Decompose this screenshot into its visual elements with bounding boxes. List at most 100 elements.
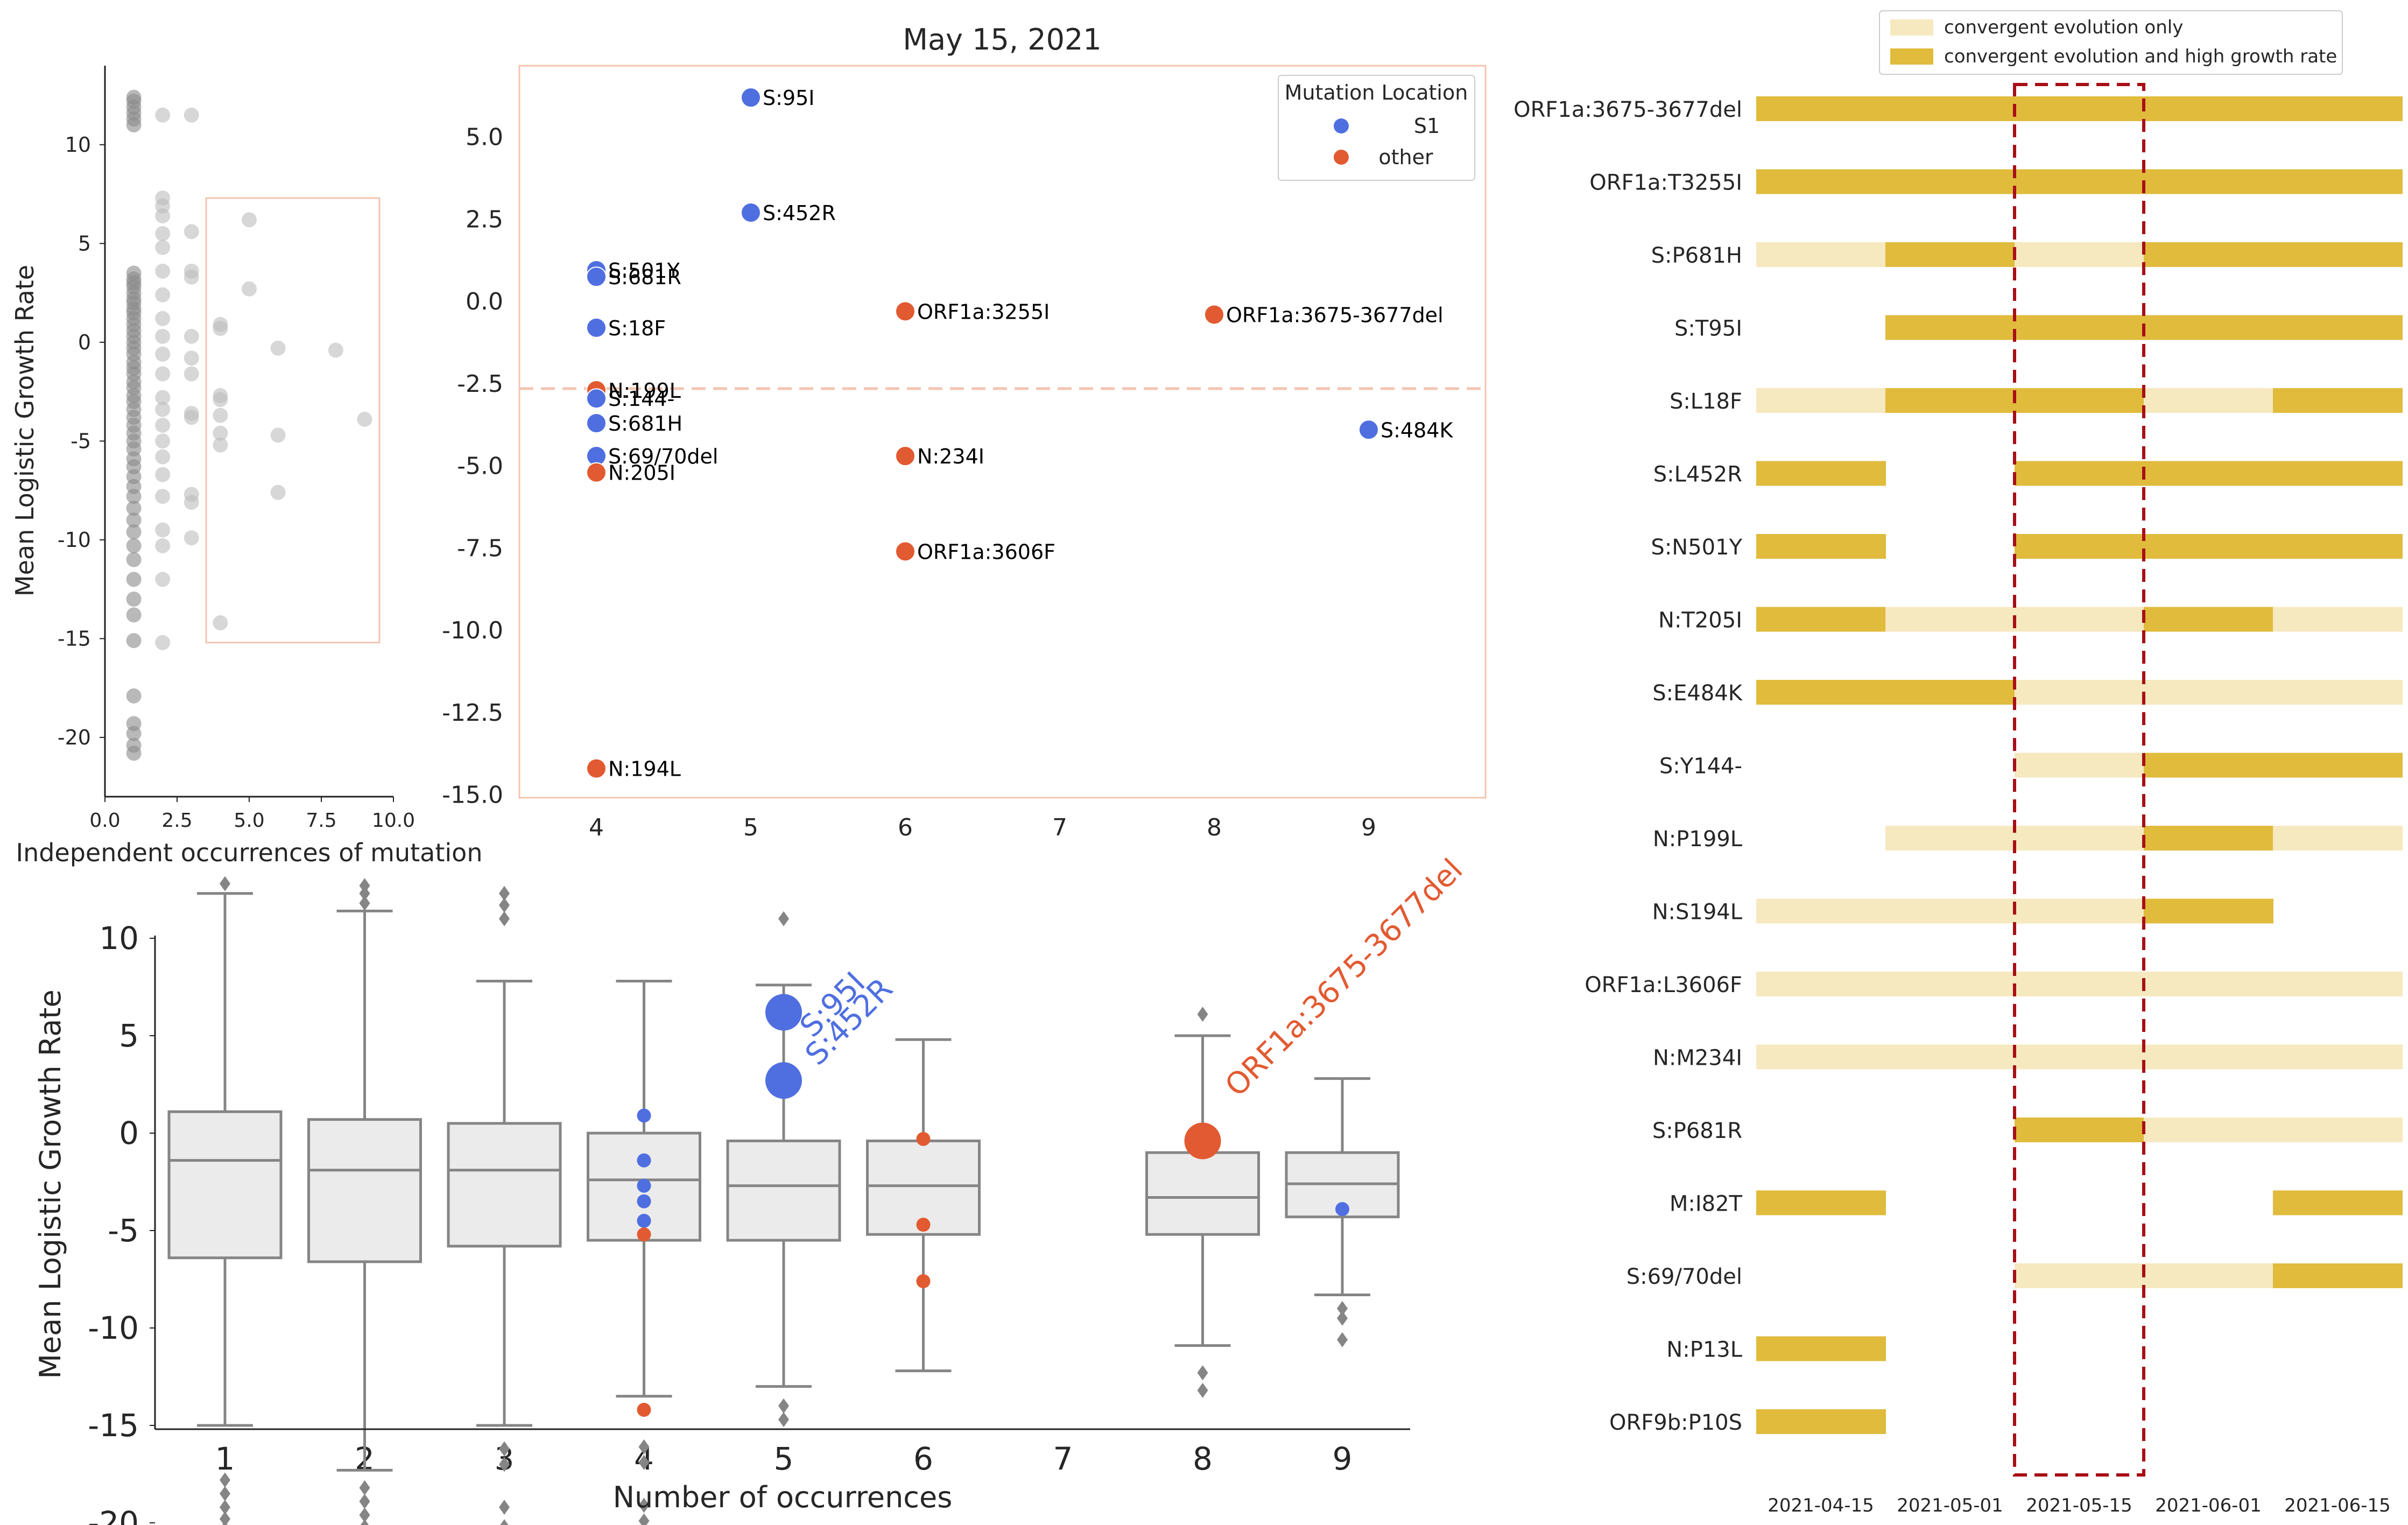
timeline-bar bbox=[2144, 826, 2273, 851]
timeline-bar bbox=[2015, 1118, 2144, 1142]
zoom-legend: Mutation Location S1 other bbox=[1278, 75, 1475, 181]
zoom-point-label: S:18F bbox=[608, 317, 666, 340]
zoom-point-label: ORF1a:3675-3677del bbox=[1226, 303, 1444, 327]
box-outlier bbox=[638, 1498, 650, 1513]
overview-point bbox=[126, 591, 142, 607]
timeline-bar bbox=[1756, 242, 1886, 267]
timeline-bar bbox=[1756, 607, 1886, 632]
timeline-bar bbox=[2015, 242, 2144, 267]
timeline-bar bbox=[2144, 534, 2273, 559]
overview-point bbox=[242, 212, 257, 228]
overview-point bbox=[213, 425, 228, 441]
boxplot-overlay-points bbox=[637, 994, 1349, 1417]
timeline-bar bbox=[1756, 1409, 1886, 1434]
overview-point bbox=[155, 346, 171, 362]
boxplot-overlay-point bbox=[637, 1227, 651, 1242]
overview-point bbox=[155, 208, 171, 223]
timeline-row-label: S:L18F bbox=[1670, 389, 1742, 414]
zoom-point-label: N:205I bbox=[608, 461, 675, 485]
zoom-x-tick-label: 9 bbox=[1361, 814, 1376, 841]
boxplot-x-label: Number of occurrences bbox=[613, 1480, 953, 1514]
boxplot-boxes bbox=[167, 876, 1400, 1525]
zoom-point-label: S:484K bbox=[1381, 418, 1453, 442]
timeline-bar bbox=[2273, 388, 2403, 413]
box-outlier bbox=[499, 911, 510, 926]
box-outlier bbox=[499, 1441, 510, 1457]
zoom-point-label: N:199L bbox=[608, 379, 681, 403]
boxplot-overlay-point bbox=[916, 1132, 931, 1146]
overview-point bbox=[126, 552, 142, 567]
timeline-bar bbox=[2144, 461, 2273, 486]
overview-point bbox=[184, 107, 199, 123]
overview-y-tick-label: -15 bbox=[58, 627, 91, 650]
overview-point bbox=[270, 484, 286, 500]
boxplot-x-tick-label: 9 bbox=[1333, 1440, 1353, 1477]
timeline-bar bbox=[2273, 680, 2403, 705]
box-outlier bbox=[359, 1494, 370, 1509]
overview-point bbox=[155, 287, 171, 303]
timeline-row-label: S:Y144- bbox=[1659, 754, 1742, 779]
box-outlier bbox=[499, 886, 510, 901]
zoom-y-tick-label: 5.0 bbox=[466, 124, 503, 151]
zoom-point-label: S:681H bbox=[608, 412, 682, 435]
timeline-bar bbox=[1885, 388, 2015, 413]
timeline-row-label: S:P681R bbox=[1652, 1119, 1742, 1143]
zoom-y-tick-label: -15.0 bbox=[442, 782, 503, 809]
box-outlier bbox=[500, 1519, 509, 1525]
zoom-point-label: S:144- bbox=[608, 387, 674, 411]
boxplot-y-tick-label: 5 bbox=[119, 1017, 139, 1054]
overview-point bbox=[270, 427, 286, 443]
timeline-bar bbox=[2144, 753, 2273, 778]
overview-point bbox=[155, 390, 171, 405]
zoom-point-label: ORF1a:3255I bbox=[917, 300, 1050, 324]
box-outlier bbox=[359, 886, 370, 901]
zoom-point bbox=[741, 202, 761, 223]
timeline-bar bbox=[1756, 169, 1886, 194]
boxplot-overlay-point bbox=[1184, 1122, 1221, 1159]
overview-point bbox=[213, 437, 228, 453]
timeline-bar bbox=[1885, 972, 2015, 996]
boxplot-y-tick-label: 0 bbox=[119, 1115, 139, 1151]
overview-point bbox=[126, 489, 142, 504]
overview-point bbox=[184, 350, 199, 366]
timeline-bar bbox=[1885, 680, 2015, 705]
timeline-bar bbox=[2015, 461, 2144, 486]
zoom-y-tick-label: -5.0 bbox=[457, 453, 503, 480]
overview-point bbox=[155, 467, 171, 482]
boxplot-x-tick-label: 7 bbox=[1053, 1440, 1073, 1477]
overview-y-tick-label: 0 bbox=[78, 331, 91, 354]
overview-point bbox=[357, 411, 372, 427]
box-outlier bbox=[359, 878, 370, 894]
boxplot-box bbox=[447, 886, 562, 1525]
timeline-bar bbox=[2015, 96, 2144, 121]
overview-point bbox=[155, 240, 171, 255]
zoom-x-tick-label: 5 bbox=[743, 814, 758, 841]
zoom-point-label: N:234I bbox=[917, 445, 984, 468]
overview-point bbox=[126, 688, 142, 704]
boxplot-y-label: Mean Logistic Growth Rate bbox=[33, 989, 67, 1379]
box-body bbox=[167, 1110, 283, 1260]
zoom-y-tick-label: -10.0 bbox=[442, 617, 503, 644]
box-body bbox=[307, 1118, 422, 1263]
timeline-bar bbox=[2273, 534, 2403, 559]
overview-point bbox=[184, 530, 199, 546]
overview-x-label: Independent occurrences of mutation bbox=[16, 838, 483, 867]
overview-point bbox=[155, 402, 171, 417]
boxplot-x-tick-label: 6 bbox=[913, 1440, 933, 1477]
overview-point bbox=[184, 495, 199, 510]
zoom-frame bbox=[518, 65, 1487, 799]
timeline-bar bbox=[2015, 607, 2144, 632]
box-outlier bbox=[1197, 1007, 1208, 1022]
zoom-point-label: S:501Y bbox=[608, 259, 680, 283]
box-outlier bbox=[222, 1521, 228, 1525]
overview-y-tick-label: 5 bbox=[78, 231, 91, 255]
timeline-legend: convergent evolution only convergent evo… bbox=[1879, 10, 2343, 75]
zoom-point-label: S:69/70del bbox=[608, 445, 719, 468]
box-outlier bbox=[220, 1511, 230, 1525]
timeline-panel: convergent evolution only convergent evo… bbox=[1513, 10, 2403, 1516]
box-outlier bbox=[359, 1507, 370, 1523]
legend-marker-s1 bbox=[1334, 118, 1349, 133]
box-outlier bbox=[499, 1457, 510, 1472]
